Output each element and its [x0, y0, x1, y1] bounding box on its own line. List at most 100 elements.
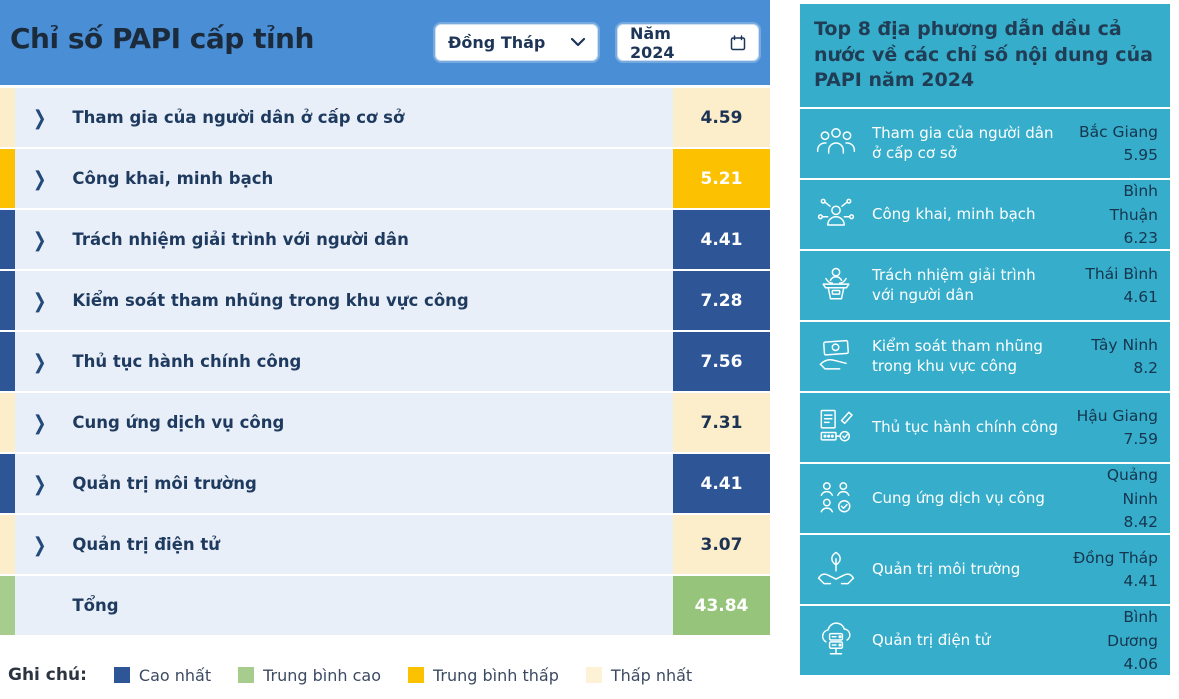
row-label: Quản trị môi trường [72, 474, 257, 493]
chevron-right-icon: ❯ [33, 105, 47, 130]
level-color-strip [0, 576, 15, 635]
item-label: Công khai, minh bạch [872, 205, 1036, 224]
cloud-server-icon [814, 618, 858, 662]
list-item[interactable]: Cung ứng dịch vụ công Quảng Ninh 8.42 [800, 463, 1170, 533]
transparency-person-icon [814, 192, 858, 236]
item-province: Đồng Tháp [1073, 548, 1158, 567]
level-color-strip [0, 515, 15, 574]
list-item[interactable]: Thủ tục hành chính công Hậu Giang 7.59 [800, 392, 1170, 462]
table-row[interactable]: ❯ Trách nhiệm giải trình với người dân 4… [0, 210, 770, 269]
list-item[interactable]: Trách nhiệm giải trình với người dân Thá… [800, 250, 1170, 320]
level-color-strip [0, 393, 15, 452]
item-province: Bình Thuận [1109, 182, 1158, 224]
score-cell: 5.21 [673, 149, 770, 208]
level-color-strip [0, 210, 15, 269]
year-select-value: Năm 2024 [630, 23, 675, 62]
item-province: Hậu Giang [1076, 406, 1158, 425]
item-label: Thủ tục hành chính công [872, 418, 1058, 437]
row-label: Công khai, minh bạch [72, 169, 274, 188]
legend-swatch [238, 667, 255, 683]
score-cell: 3.07 [673, 515, 770, 574]
province-select[interactable]: Đồng Tháp [435, 24, 598, 61]
money-hand-icon [814, 334, 858, 378]
page-title: Chỉ số PAPI cấp tỉnh [10, 22, 314, 55]
table-row[interactable]: ❯ Công khai, minh bạch 5.21 [0, 149, 770, 208]
legend-item-midhigh: Trung bình cao [238, 666, 381, 685]
legend-swatch [585, 667, 602, 683]
item-label: Tham gia của người dân ở cấp cơ sở [872, 124, 1054, 163]
item-value: 8.2 [1133, 359, 1158, 378]
legend-caption: Ghi chú: [8, 665, 87, 685]
top8-panel: Top 8 địa phương dẫn dầu cả nước về các … [800, 4, 1170, 675]
item-province: Tây Ninh [1091, 335, 1158, 354]
list-item[interactable]: Quản trị môi trường Đồng Tháp 4.41 [800, 534, 1170, 604]
chevron-right-icon: ❯ [33, 532, 47, 557]
legend-item-highest: Cao nhất [113, 665, 212, 685]
score-cell: 43.84 [673, 576, 770, 635]
score-cell: 7.56 [673, 332, 770, 391]
level-color-strip [0, 88, 15, 147]
level-color-strip [0, 454, 15, 513]
podium-speaker-icon [814, 263, 858, 307]
row-label: Trách nhiệm giải trình với người dân [72, 230, 409, 249]
item-value: 4.61 [1123, 288, 1158, 307]
year-select[interactable]: Năm 2024 [617, 23, 759, 62]
row-label: Tham gia của người dân ở cấp cơ sở [72, 108, 405, 127]
item-value: 4.06 [1123, 655, 1158, 674]
list-item[interactable]: Kiểm soát tham nhũng trong khu vực công … [800, 321, 1170, 391]
legend-label: Trung bình thấp [433, 665, 559, 685]
table-row[interactable]: ❯ Quản trị điện tử 3.07 [0, 515, 770, 574]
item-province: Bắc Giang [1078, 122, 1158, 141]
chevron-right-icon: ❯ [33, 227, 47, 252]
item-province: Thái Bình [1085, 264, 1158, 283]
table-row[interactable]: ❯ Tham gia của người dân ở cấp cơ sở 4.5… [0, 88, 770, 147]
chevron-right-icon: ❯ [33, 410, 47, 435]
level-color-strip [0, 271, 15, 330]
level-color-strip [0, 332, 15, 391]
item-label: Quản trị môi trường [872, 560, 1021, 579]
legend-label: Trung bình cao [263, 665, 381, 685]
chevron-down-icon [571, 38, 585, 47]
score-cell: 7.31 [673, 393, 770, 452]
item-value: 7.59 [1123, 430, 1158, 449]
item-value: 5.95 [1123, 146, 1158, 165]
score-cell: 4.59 [673, 88, 770, 147]
item-label: Cung ứng dịch vụ công [872, 489, 1045, 508]
item-label: Quản trị điện tử [872, 631, 991, 650]
list-item[interactable]: Công khai, minh bạch Bình Thuận 6.23 [800, 179, 1170, 249]
documents-check-icon [814, 405, 858, 449]
table-row[interactable]: ❯ Cung ứng dịch vụ công 7.31 [0, 393, 770, 452]
item-value: 6.23 [1123, 229, 1158, 248]
row-label: Cung ứng dịch vụ công [72, 413, 285, 432]
list-item[interactable]: Quản trị điện tử Bình Dương 4.06 [800, 605, 1170, 675]
left-header: Chỉ số PAPI cấp tỉnh Đồng Tháp Năm 2024 [0, 0, 770, 85]
indicator-rows: ❯ Tham gia của người dân ở cấp cơ sở 4.5… [0, 88, 770, 635]
legend-item-midlow: Trung bình thấp [408, 666, 559, 685]
row-label: Tổng [72, 596, 119, 615]
people-group-icon [814, 121, 858, 165]
province-select-value: Đồng Tháp [448, 33, 546, 52]
row-label: Thủ tục hành chính công [72, 352, 302, 371]
item-value: 8.42 [1123, 513, 1158, 532]
table-row[interactable]: ❯ Quản trị môi trường 4.41 [0, 454, 770, 513]
chevron-right-icon: ❯ [33, 471, 47, 496]
item-province: Quảng Ninh [1106, 466, 1158, 508]
calendar-icon [730, 34, 746, 50]
level-color-strip [0, 149, 15, 208]
list-item[interactable]: Tham gia của người dân ở cấp cơ sở Bắc G… [800, 108, 1170, 178]
chevron-right-icon: ❯ [33, 349, 47, 374]
chevron-right-icon: ❯ [33, 166, 47, 191]
item-value: 4.41 [1123, 572, 1158, 591]
chevron-right-icon: ❯ [33, 288, 47, 313]
legend-label: Cao nhất [138, 665, 212, 685]
item-label: Kiểm soát tham nhũng trong khu vực công [872, 337, 1043, 376]
row-label: Kiểm soát tham nhũng trong khu vực công [72, 291, 469, 310]
top8-panel-title: Top 8 địa phương dẫn dầu cả nước về các … [800, 4, 1170, 107]
people-check-icon [814, 476, 858, 520]
score-cell: 7.28 [673, 271, 770, 330]
table-row[interactable]: ❯ Kiểm soát tham nhũng trong khu vực côn… [0, 271, 770, 330]
item-province: Bình Dương [1107, 608, 1158, 650]
hands-leaf-icon [814, 547, 858, 591]
table-row[interactable]: ❯ Thủ tục hành chính công 7.56 [0, 332, 770, 391]
